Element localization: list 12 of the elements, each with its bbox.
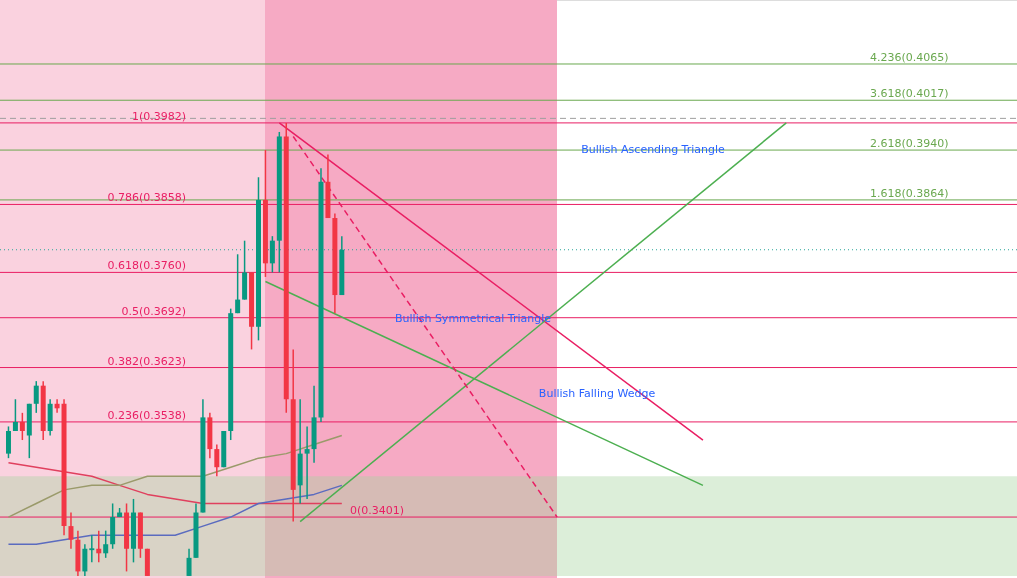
annotation: 0.236(0.3538) [107,408,186,422]
annotation: 3.618(0.4017) [870,87,949,101]
annotation: 0.786(0.3858) [107,191,186,205]
annotation: 1(0.3982) [131,109,186,123]
annotation: 0.5(0.3692) [121,304,186,318]
annotation: 1.618(0.3864) [870,186,949,200]
annotation: Bullish Ascending Triangle [581,143,726,156]
annotation: 0(0.3401) [350,504,405,518]
annotation: 0.382(0.3623) [107,354,186,368]
annotation: 4.236(0.4065) [870,50,949,64]
annotation: 2.618(0.3940) [870,137,949,151]
annotation: 0.618(0.3760) [107,259,186,273]
